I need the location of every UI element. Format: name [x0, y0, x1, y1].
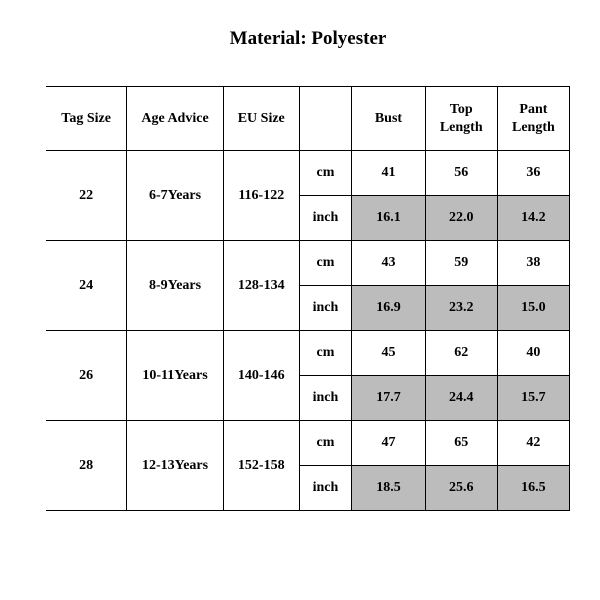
cell-bust-cm: 43: [352, 241, 425, 286]
cell-pant-cm: 40: [497, 331, 569, 376]
cell-pant-cm: 42: [497, 421, 569, 466]
col-tag-size: Tag Size: [46, 87, 127, 151]
cell-eu-size: 128-134: [223, 241, 299, 331]
cell-eu-size: 116-122: [223, 151, 299, 241]
cell-pant-inch: 15.0: [497, 286, 569, 331]
table-row: 226-7Years116-122cm415636: [46, 151, 570, 196]
table-row: 248-9Years128-134cm435938: [46, 241, 570, 286]
cell-top-inch: 24.4: [425, 376, 497, 421]
cell-top-inch: 22.0: [425, 196, 497, 241]
col-age-advice: Age Advice: [127, 87, 224, 151]
cell-age-advice: 8-9Years: [127, 241, 224, 331]
cell-eu-size: 152-158: [223, 421, 299, 511]
cell-bust-cm: 45: [352, 331, 425, 376]
cell-unit-inch: inch: [299, 286, 352, 331]
cell-unit-inch: inch: [299, 466, 352, 511]
col-pant-length: PantLength: [497, 87, 569, 151]
cell-bust-inch: 18.5: [352, 466, 425, 511]
cell-tag-size: 22: [46, 151, 127, 241]
cell-top-cm: 62: [425, 331, 497, 376]
table-row: 2812-13Years152-158cm476542: [46, 421, 570, 466]
cell-tag-size: 24: [46, 241, 127, 331]
cell-bust-cm: 47: [352, 421, 425, 466]
cell-top-inch: 25.6: [425, 466, 497, 511]
cell-pant-cm: 38: [497, 241, 569, 286]
cell-age-advice: 6-7Years: [127, 151, 224, 241]
cell-pant-inch: 16.5: [497, 466, 569, 511]
col-top-length: TopLength: [425, 87, 497, 151]
cell-bust-cm: 41: [352, 151, 425, 196]
size-chart-container: Material: Polyester Tag Size Age Advice …: [0, 0, 600, 511]
cell-bust-inch: 16.1: [352, 196, 425, 241]
size-chart-table: Tag Size Age Advice EU Size Bust TopLeng…: [46, 86, 570, 511]
material-title: Material: Polyester: [46, 28, 570, 50]
cell-unit-cm: cm: [299, 331, 352, 376]
cell-tag-size: 26: [46, 331, 127, 421]
cell-unit-inch: inch: [299, 376, 352, 421]
cell-bust-inch: 17.7: [352, 376, 425, 421]
cell-age-advice: 10-11Years: [127, 331, 224, 421]
table-header-row: Tag Size Age Advice EU Size Bust TopLeng…: [46, 87, 570, 151]
col-bust: Bust: [352, 87, 425, 151]
cell-unit-cm: cm: [299, 241, 352, 286]
cell-unit-cm: cm: [299, 151, 352, 196]
cell-top-inch: 23.2: [425, 286, 497, 331]
cell-pant-inch: 15.7: [497, 376, 569, 421]
cell-top-cm: 65: [425, 421, 497, 466]
cell-pant-cm: 36: [497, 151, 569, 196]
cell-bust-inch: 16.9: [352, 286, 425, 331]
cell-unit-inch: inch: [299, 196, 352, 241]
table-row: 2610-11Years140-146cm456240: [46, 331, 570, 376]
cell-tag-size: 28: [46, 421, 127, 511]
cell-unit-cm: cm: [299, 421, 352, 466]
cell-age-advice: 12-13Years: [127, 421, 224, 511]
col-eu-size: EU Size: [223, 87, 299, 151]
cell-top-cm: 56: [425, 151, 497, 196]
cell-pant-inch: 14.2: [497, 196, 569, 241]
cell-eu-size: 140-146: [223, 331, 299, 421]
cell-top-cm: 59: [425, 241, 497, 286]
col-unit: [299, 87, 352, 151]
